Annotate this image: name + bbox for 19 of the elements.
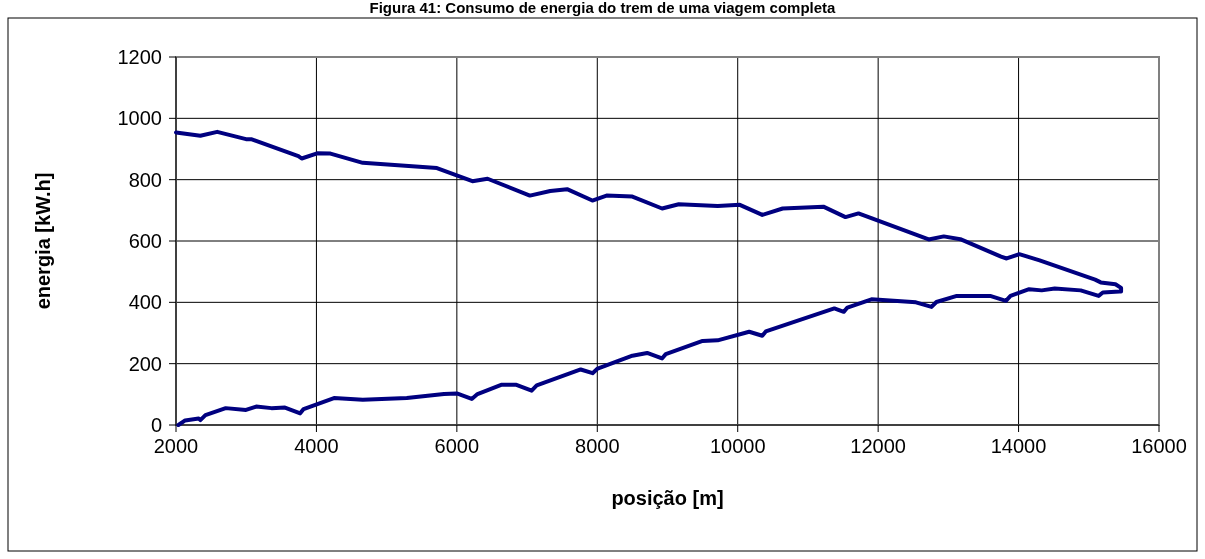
x-tick-label: 4000 bbox=[294, 435, 339, 457]
chart-title: Figura 41: Consumo de energia do trem de uma viagem completa bbox=[369, 0, 837, 16]
y-tick-label: 1200 bbox=[117, 46, 162, 68]
x-tick-label: 10000 bbox=[709, 435, 766, 457]
y-axis-title: energia [kW.h] bbox=[32, 172, 54, 310]
x-tick-label: 14000 bbox=[990, 435, 1047, 457]
x-axis-title: posição [m] bbox=[611, 487, 724, 509]
x-tick-label: 2000 bbox=[153, 435, 199, 457]
y-tick-label: 400 bbox=[128, 291, 162, 314]
x-tick-label: 12000 bbox=[850, 435, 906, 457]
y-tick-label: 200 bbox=[128, 352, 162, 375]
y-tick-label: 600 bbox=[128, 230, 162, 252]
y-tick-label: 1000 bbox=[117, 107, 162, 130]
line-series bbox=[174, 129, 1124, 427]
x-tick-label: 6000 bbox=[434, 435, 480, 457]
y-tick-label: 0 bbox=[150, 414, 162, 436]
x-tick-label: 8000 bbox=[575, 435, 620, 457]
x-tick-label: 16000 bbox=[1131, 435, 1187, 457]
y-tick-label: 800 bbox=[128, 168, 162, 191]
